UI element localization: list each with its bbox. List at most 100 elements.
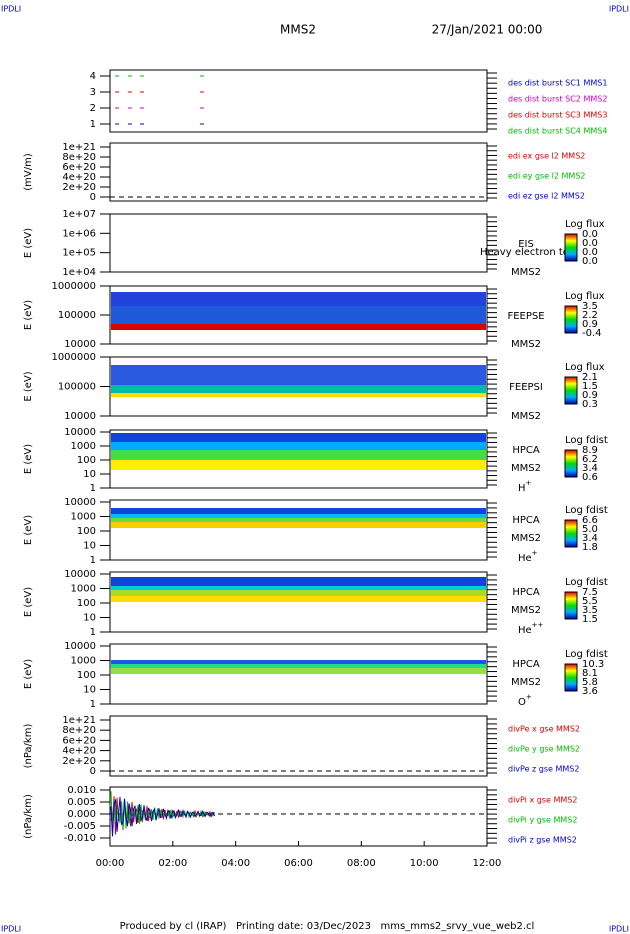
colorbar-tick-label: 5.8 xyxy=(582,677,598,688)
y-tick-label: 1e+04 xyxy=(62,267,96,278)
y-tick-label: -0.005 xyxy=(64,821,96,832)
spectrogram xyxy=(111,668,486,674)
y-tick-label: 10 xyxy=(83,541,96,552)
y-tick-label: 1 xyxy=(90,627,96,638)
colorbar-tick-label: 8.9 xyxy=(582,445,598,456)
x-tick-label: 08:00 xyxy=(347,858,376,869)
instrument: EIS xyxy=(518,239,534,250)
colorbar xyxy=(564,519,578,548)
y-tick-label: 8e+20 xyxy=(62,152,96,163)
y-axis-label: E (eV) xyxy=(23,659,34,689)
x-tick-label: 04:00 xyxy=(221,858,250,869)
y-axis-label: (nPa/km) xyxy=(23,794,34,839)
species-base: He xyxy=(518,553,532,564)
corner-label: IPDLI xyxy=(609,925,629,934)
colorbar-tick-label: 3.6 xyxy=(582,686,598,697)
colorbar-tick-label: 0.9 xyxy=(582,390,598,401)
instrument: HPCA xyxy=(512,587,540,598)
y-tick-label: 1e+07 xyxy=(62,209,96,220)
colorbar-tick-label: 5.5 xyxy=(582,596,598,607)
spectrogram xyxy=(111,660,486,664)
y-tick-label: 2e+20 xyxy=(62,756,96,767)
colorbar-tick-label: 0.9 xyxy=(582,319,598,330)
y-tick-label: 0 xyxy=(90,766,96,777)
colorbar xyxy=(564,233,578,262)
spectrogram xyxy=(111,292,486,306)
spectrogram xyxy=(111,596,486,602)
species-charge: ++ xyxy=(532,621,544,629)
colorbar-tick-label: 7.5 xyxy=(582,587,598,598)
colorbar-tick-label: 2.1 xyxy=(582,372,598,383)
colorbar-tick-label: 5.0 xyxy=(582,524,598,535)
spectrogram xyxy=(111,508,486,514)
y-axis-label: E (eV) xyxy=(23,587,34,617)
colorbar-title: Log fdist xyxy=(565,649,608,660)
panel-frame xyxy=(109,69,488,133)
overlay-label: Heavy electron to xyxy=(480,247,569,258)
colorbar-tick-label: 1.5 xyxy=(582,614,598,625)
spectrogram xyxy=(111,365,486,385)
legend-entry: divPe y gse MMS2 xyxy=(508,745,580,754)
spacecraft: MMS2 xyxy=(511,677,541,688)
panel-frame xyxy=(109,715,488,777)
spectrogram xyxy=(111,664,486,668)
spacecraft: MMS2 xyxy=(511,605,541,616)
y-axis-label: E (eV) xyxy=(23,515,34,545)
x-tick-label: 00:00 xyxy=(96,858,125,869)
y-tick-label: 1 xyxy=(90,699,96,710)
legend-entry: divPe x gse MMS2 xyxy=(508,725,580,734)
colorbar-tick-label: 8.1 xyxy=(582,668,598,679)
y-tick-label: 3 xyxy=(90,87,96,98)
legend-entry: des dist burst SC4 MMS4 xyxy=(508,127,607,136)
colorbar-tick-label: -0.4 xyxy=(582,328,602,339)
y-axis-label: E (eV) xyxy=(23,228,34,258)
spectrogram xyxy=(111,460,486,470)
x-tick-label: 10:00 xyxy=(410,858,439,869)
species-base: O xyxy=(518,697,526,708)
panel-frame xyxy=(109,142,488,202)
y-tick-label: 100 xyxy=(77,670,96,681)
colorbar-tick-label: 2.2 xyxy=(582,310,598,321)
colorbar-title: Log fdist xyxy=(565,505,608,516)
y-tick-label: 10000 xyxy=(64,497,96,508)
legend-entry: divPi z gse MMS2 xyxy=(508,836,577,845)
colorbar xyxy=(564,591,578,620)
y-axis-label: (nPa/km) xyxy=(23,724,34,769)
legend-entry: edi ez gse l2 MMS2 xyxy=(508,192,585,201)
species: He++ xyxy=(518,621,544,636)
spectrogram xyxy=(111,590,486,596)
species: He+ xyxy=(518,549,538,564)
y-tick-label: 100000 xyxy=(58,382,96,393)
y-tick-label: 1 xyxy=(90,119,96,130)
spectrogram xyxy=(111,522,486,528)
colorbar-tick-label: 3.5 xyxy=(582,605,598,616)
y-tick-label: -0.010 xyxy=(64,833,96,844)
spectrogram xyxy=(111,450,486,460)
y-tick-label: 10000 xyxy=(64,641,96,652)
y-tick-label: 2e+20 xyxy=(62,182,96,193)
species-charge: + xyxy=(526,693,532,701)
spacecraft: MMS2 xyxy=(511,339,541,350)
legend-entry: des dist burst SC2 MMS2 xyxy=(508,95,607,104)
instrument: HPCA xyxy=(512,515,540,526)
spectrogram xyxy=(111,433,486,442)
instrument: FEEPSE xyxy=(507,311,544,322)
legend-entry: divPe z gse MMS2 xyxy=(508,765,579,774)
spacecraft: MMS2 xyxy=(511,463,541,474)
legend-entry: divPi y gse MMS2 xyxy=(508,816,577,825)
panel-frame xyxy=(109,499,488,561)
y-tick-label: 1000000 xyxy=(51,352,96,363)
y-axis-label: (mV/m) xyxy=(23,153,34,191)
y-tick-label: 1e+21 xyxy=(62,142,96,153)
spectrogram xyxy=(111,393,486,397)
corner-label: IPDLI xyxy=(1,5,21,14)
spectrogram xyxy=(111,577,486,586)
y-tick-label: 8e+20 xyxy=(62,725,96,736)
y-tick-label: 10 xyxy=(83,685,96,696)
y-tick-label: 10000 xyxy=(64,411,96,422)
y-tick-label: 10 xyxy=(83,613,96,624)
colorbar-title: Log flux xyxy=(565,219,605,230)
colorbar-title: Log fdist xyxy=(565,435,608,446)
y-tick-label: 10000 xyxy=(64,569,96,580)
